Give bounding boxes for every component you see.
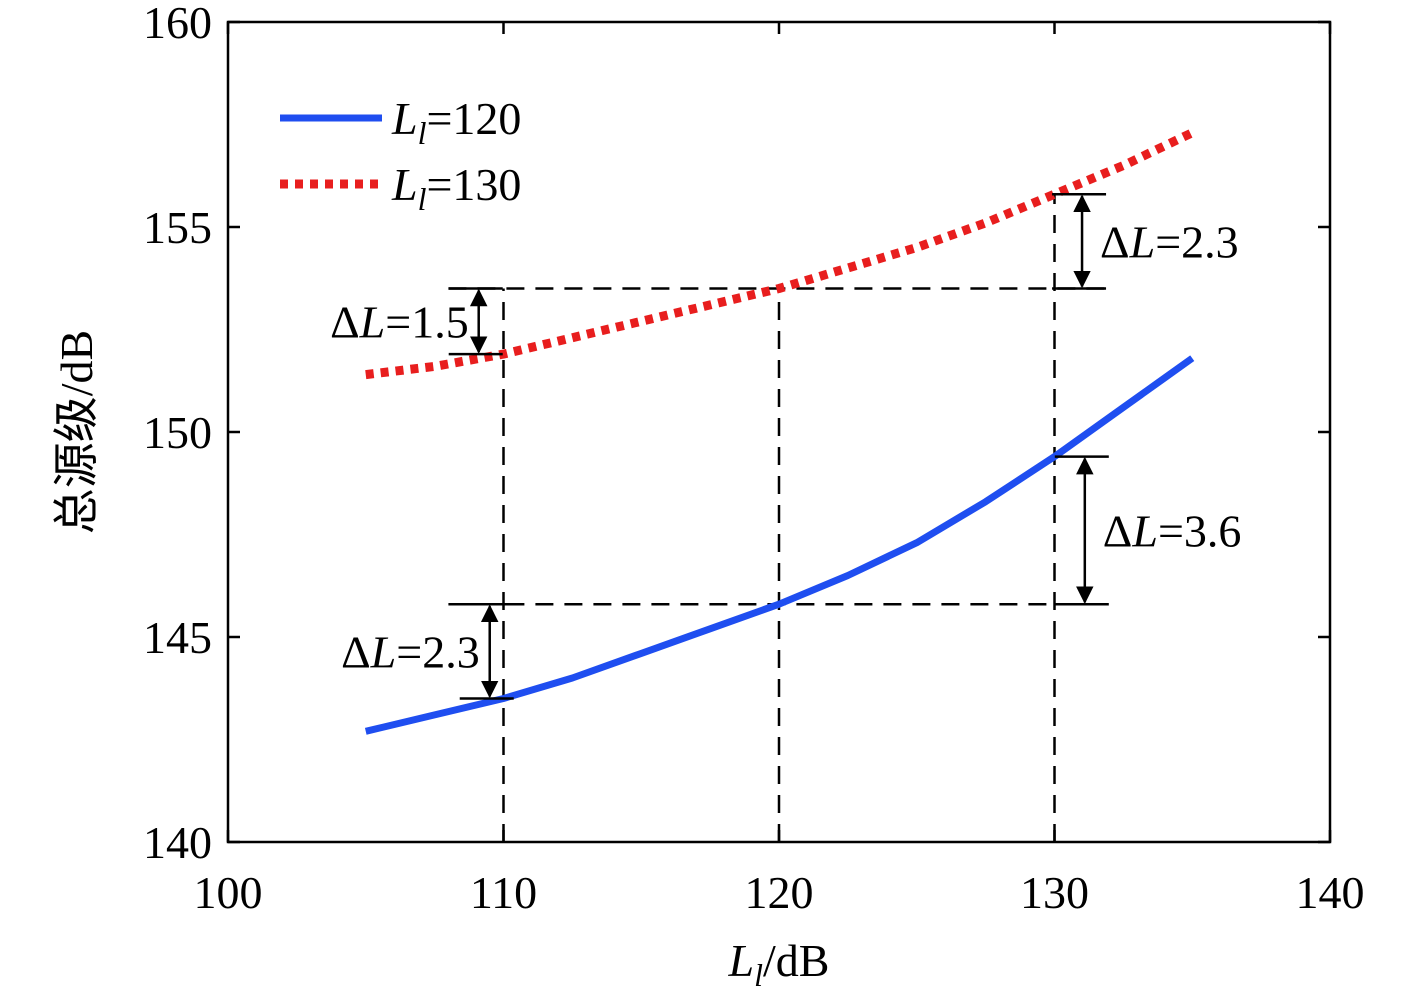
annotation-label: ΔL=2.3 [1100, 216, 1239, 267]
legend-label-1: Ll=120 [391, 93, 521, 151]
legend: Ll=120 Ll=130 [280, 93, 521, 217]
annotation-label: ΔL=3.6 [1103, 505, 1242, 556]
x-tick-label: 130 [1020, 867, 1089, 918]
annotation-label: ΔL=1.5 [330, 296, 469, 347]
x-tick-label: 110 [470, 867, 537, 918]
annotations: ΔL=2.3 ΔL=1.5 ΔL=3.6 ΔL=2.3 [330, 192, 1242, 700]
axis-labels: Ll/dB 总源级/dB [51, 330, 829, 992]
y-tick-label: 150 [143, 407, 212, 458]
x-tick-label: 140 [1296, 867, 1365, 918]
x-axis-label: Ll/dB [728, 935, 830, 992]
y-axis-label: 总源级/dB [51, 330, 102, 534]
annotation-label: ΔL=2.3 [341, 626, 480, 677]
ticks: 100 110 120 130 140 140 145 150 155 160 [143, 0, 1365, 918]
y-tick-label: 155 [143, 202, 212, 253]
x-tick-label: 100 [194, 867, 263, 918]
y-tick-label: 140 [143, 817, 212, 868]
series-line-2 [365, 128, 1195, 380]
legend-label-2: Ll=130 [391, 159, 521, 217]
x-tick-label: 120 [745, 867, 814, 918]
y-tick-label: 145 [143, 612, 212, 663]
y-tick-label: 160 [143, 0, 212, 48]
